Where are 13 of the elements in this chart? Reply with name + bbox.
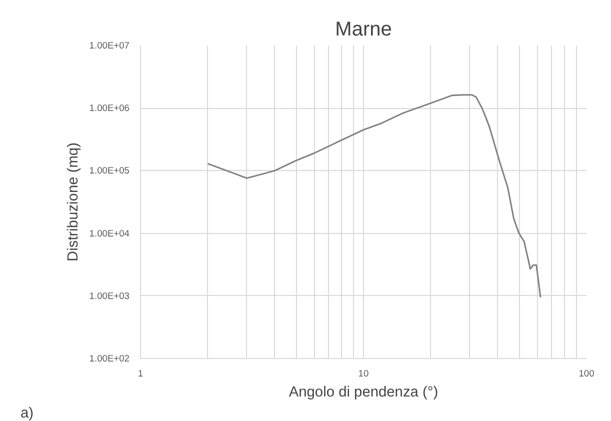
x-tick-label: 100 — [578, 368, 594, 378]
x-axis-title: Angolo di pendenza (°) — [288, 384, 438, 400]
y-tick-label: 1.00E+04 — [89, 228, 130, 238]
x-tick-label: 10 — [358, 368, 369, 378]
y-tick-label: 1.00E+03 — [89, 290, 130, 301]
chart-title: Marne — [335, 18, 392, 40]
y-tick-label: 1.00E+06 — [89, 103, 130, 114]
x-tick-label: 1 — [138, 368, 144, 378]
text: a) — [20, 406, 34, 421]
y-tick-label: 1.00E+02 — [89, 354, 130, 364]
y-tick-label: 1.00E+07 — [89, 40, 130, 50]
y-axis-title: Distribuzione (mq) — [65, 142, 82, 262]
y-tick-label: 1.00E+05 — [89, 166, 130, 176]
